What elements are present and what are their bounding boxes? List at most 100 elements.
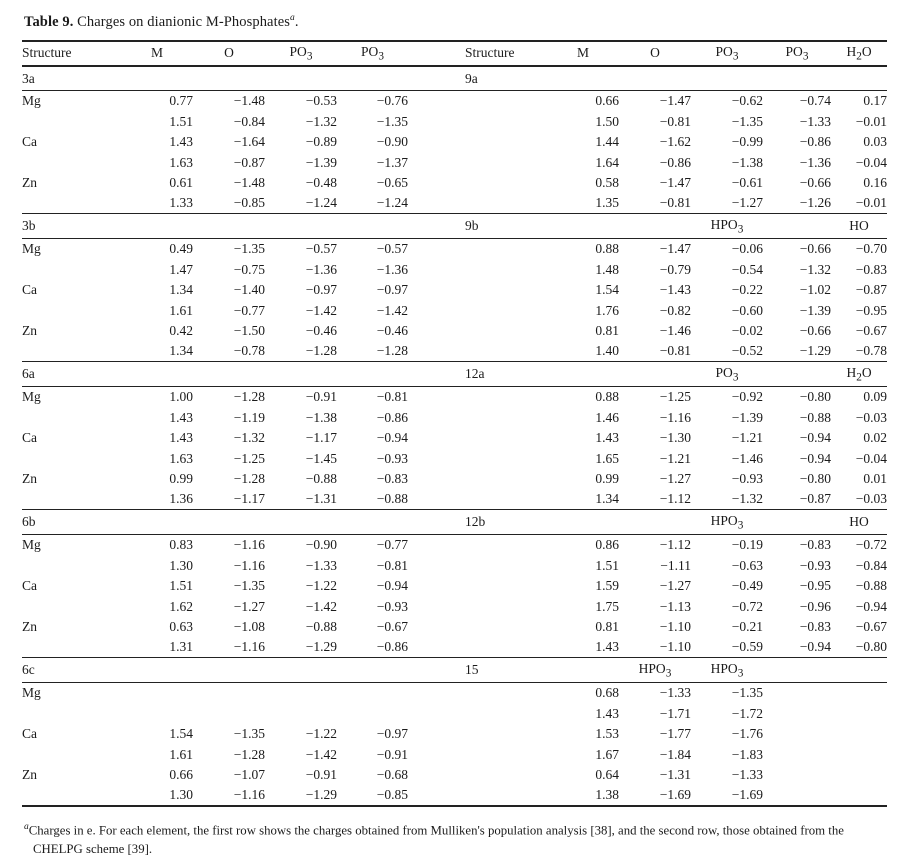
value-cell: −1.29 — [305, 787, 337, 803]
subheader-cell — [265, 362, 337, 387]
value-cell: −1.77 — [659, 726, 691, 742]
section-label-right: 9a — [465, 70, 478, 86]
element-label-right — [408, 239, 547, 260]
value-cell: −0.83 — [799, 619, 831, 635]
value-cell: −0.61 — [731, 175, 763, 191]
value-cell: 0.09 — [863, 389, 887, 405]
value-cell: −1.29 — [305, 639, 337, 655]
value-cell: −0.99 — [731, 134, 763, 150]
value-cell: 0.83 — [169, 537, 193, 553]
value-cell: −1.35 — [731, 685, 763, 701]
value-cell: −1.42 — [305, 302, 337, 318]
table-body: 3a 9a Mg 0.77 −1.48 −0.53 −0.76 0.66 −1.47 −0.62 −… — [22, 65, 887, 806]
value-cell: 1.75 — [595, 598, 619, 614]
value-cell: −0.67 — [855, 323, 887, 339]
value-cell: 1.33 — [169, 195, 193, 211]
element-label: Mg — [22, 537, 41, 553]
subheader-cell — [619, 214, 691, 239]
value-cell: −1.32 — [305, 113, 337, 129]
value-cell: −1.64 — [233, 134, 265, 150]
value-cell: 1.43 — [595, 639, 619, 655]
value-cell: −1.43 — [659, 282, 691, 298]
value-cell: 1.59 — [595, 578, 619, 594]
data-row: Mg 0.83 −1.16 −0.90 −0.77 0.86 −1.12 −0.19 −0.83… — [22, 535, 887, 556]
element-label: Ca — [22, 282, 37, 298]
element-label: Zn — [22, 767, 37, 783]
data-row: Ca 1.43 −1.64 −0.89 −0.90 1.44 −1.62 −0.99 −0.86… — [22, 132, 887, 153]
value-cell: −1.27 — [731, 195, 763, 211]
value-cell: 0.02 — [863, 430, 887, 446]
title-period: . — [294, 13, 299, 30]
table-number: Table 9. — [24, 13, 74, 30]
value-cell: −1.27 — [233, 598, 265, 614]
value-cell: −0.78 — [855, 343, 887, 359]
value-cell — [831, 703, 887, 724]
subheader-cell: HPO3 — [710, 660, 744, 680]
value-cell: −0.03 — [855, 491, 887, 507]
data-row: 1.34 −0.78 −1.28 −1.28 1.40 −0.81 −0.52 −1.29 −0… — [22, 341, 887, 362]
value-cell: −0.88 — [305, 619, 337, 635]
value-cell: 1.61 — [169, 302, 193, 318]
value-cell: −1.35 — [731, 113, 763, 129]
value-cell — [763, 765, 831, 786]
value-cell: −1.35 — [233, 241, 265, 257]
element-label-right — [408, 683, 547, 704]
value-cell: −1.32 — [799, 261, 831, 277]
value-cell: −0.80 — [799, 389, 831, 405]
value-cell: −0.22 — [731, 282, 763, 298]
element-label-right — [408, 703, 547, 724]
value-cell: −0.02 — [731, 323, 763, 339]
footnote: aCharges in e. For each element, the fir… — [24, 818, 895, 859]
subheader-cell — [265, 66, 337, 91]
value-cell: 1.34 — [595, 491, 619, 507]
section-label-left: 3a — [22, 70, 35, 86]
element-label — [22, 448, 121, 469]
value-cell — [763, 683, 831, 704]
value-cell: −0.90 — [305, 537, 337, 553]
value-cell: −0.83 — [799, 537, 831, 553]
value-cell: −1.38 — [731, 154, 763, 170]
value-cell: −1.36 — [799, 154, 831, 170]
value-cell: −0.95 — [855, 302, 887, 318]
value-cell: −0.67 — [855, 619, 887, 635]
element-label — [22, 111, 121, 132]
value-cell: 0.58 — [595, 175, 619, 191]
value-cell: −0.72 — [855, 537, 887, 553]
data-row: Ca 1.34 −1.40 −0.97 −0.97 1.54 −1.43 −0.22 −1.02… — [22, 280, 887, 301]
data-row: 1.47 −0.75 −1.36 −1.36 1.48 −0.79 −0.54 −1.32 −0… — [22, 259, 887, 280]
value-cell: −0.93 — [376, 450, 408, 466]
subheader-cell — [193, 66, 265, 91]
value-cell: 1.62 — [169, 598, 193, 614]
value-cell: −1.28 — [233, 389, 265, 405]
value-cell: −0.77 — [376, 537, 408, 553]
element-label-right — [408, 387, 547, 408]
element-label-right — [408, 535, 547, 556]
subheader-cell: HPO3 — [710, 512, 744, 532]
column-header: Structure — [22, 45, 72, 61]
element-label-right — [408, 132, 547, 153]
value-cell: −1.76 — [731, 726, 763, 742]
element-label: Zn — [22, 175, 37, 191]
element-label — [22, 193, 121, 214]
value-cell — [831, 744, 887, 765]
element-label-right — [408, 407, 547, 428]
data-row: Zn 0.61 −1.48 −0.48 −0.65 0.58 −1.47 −0.61 −0.66… — [22, 173, 887, 194]
value-cell: 0.68 — [595, 685, 619, 701]
value-cell: −0.75 — [233, 261, 265, 277]
subheader-cell — [619, 510, 691, 535]
value-cell: −0.84 — [233, 113, 265, 129]
value-cell: −1.25 — [659, 389, 691, 405]
element-label-right — [408, 469, 547, 490]
value-cell: −1.08 — [233, 619, 265, 635]
value-cell: −0.49 — [731, 578, 763, 594]
value-cell: −0.94 — [799, 639, 831, 655]
element-label-right — [408, 193, 547, 214]
subheader-cell — [193, 214, 265, 239]
element-label: Mg — [22, 685, 41, 701]
value-cell: −0.86 — [799, 134, 831, 150]
title-text: Charges on dianionic M-Phosphates — [73, 13, 291, 30]
value-cell: −1.50 — [233, 323, 265, 339]
data-row: Mg 1.00 −1.28 −0.91 −0.81 0.88 −1.25 −0.92 −0.80… — [22, 387, 887, 408]
value-cell: −0.94 — [376, 578, 408, 594]
